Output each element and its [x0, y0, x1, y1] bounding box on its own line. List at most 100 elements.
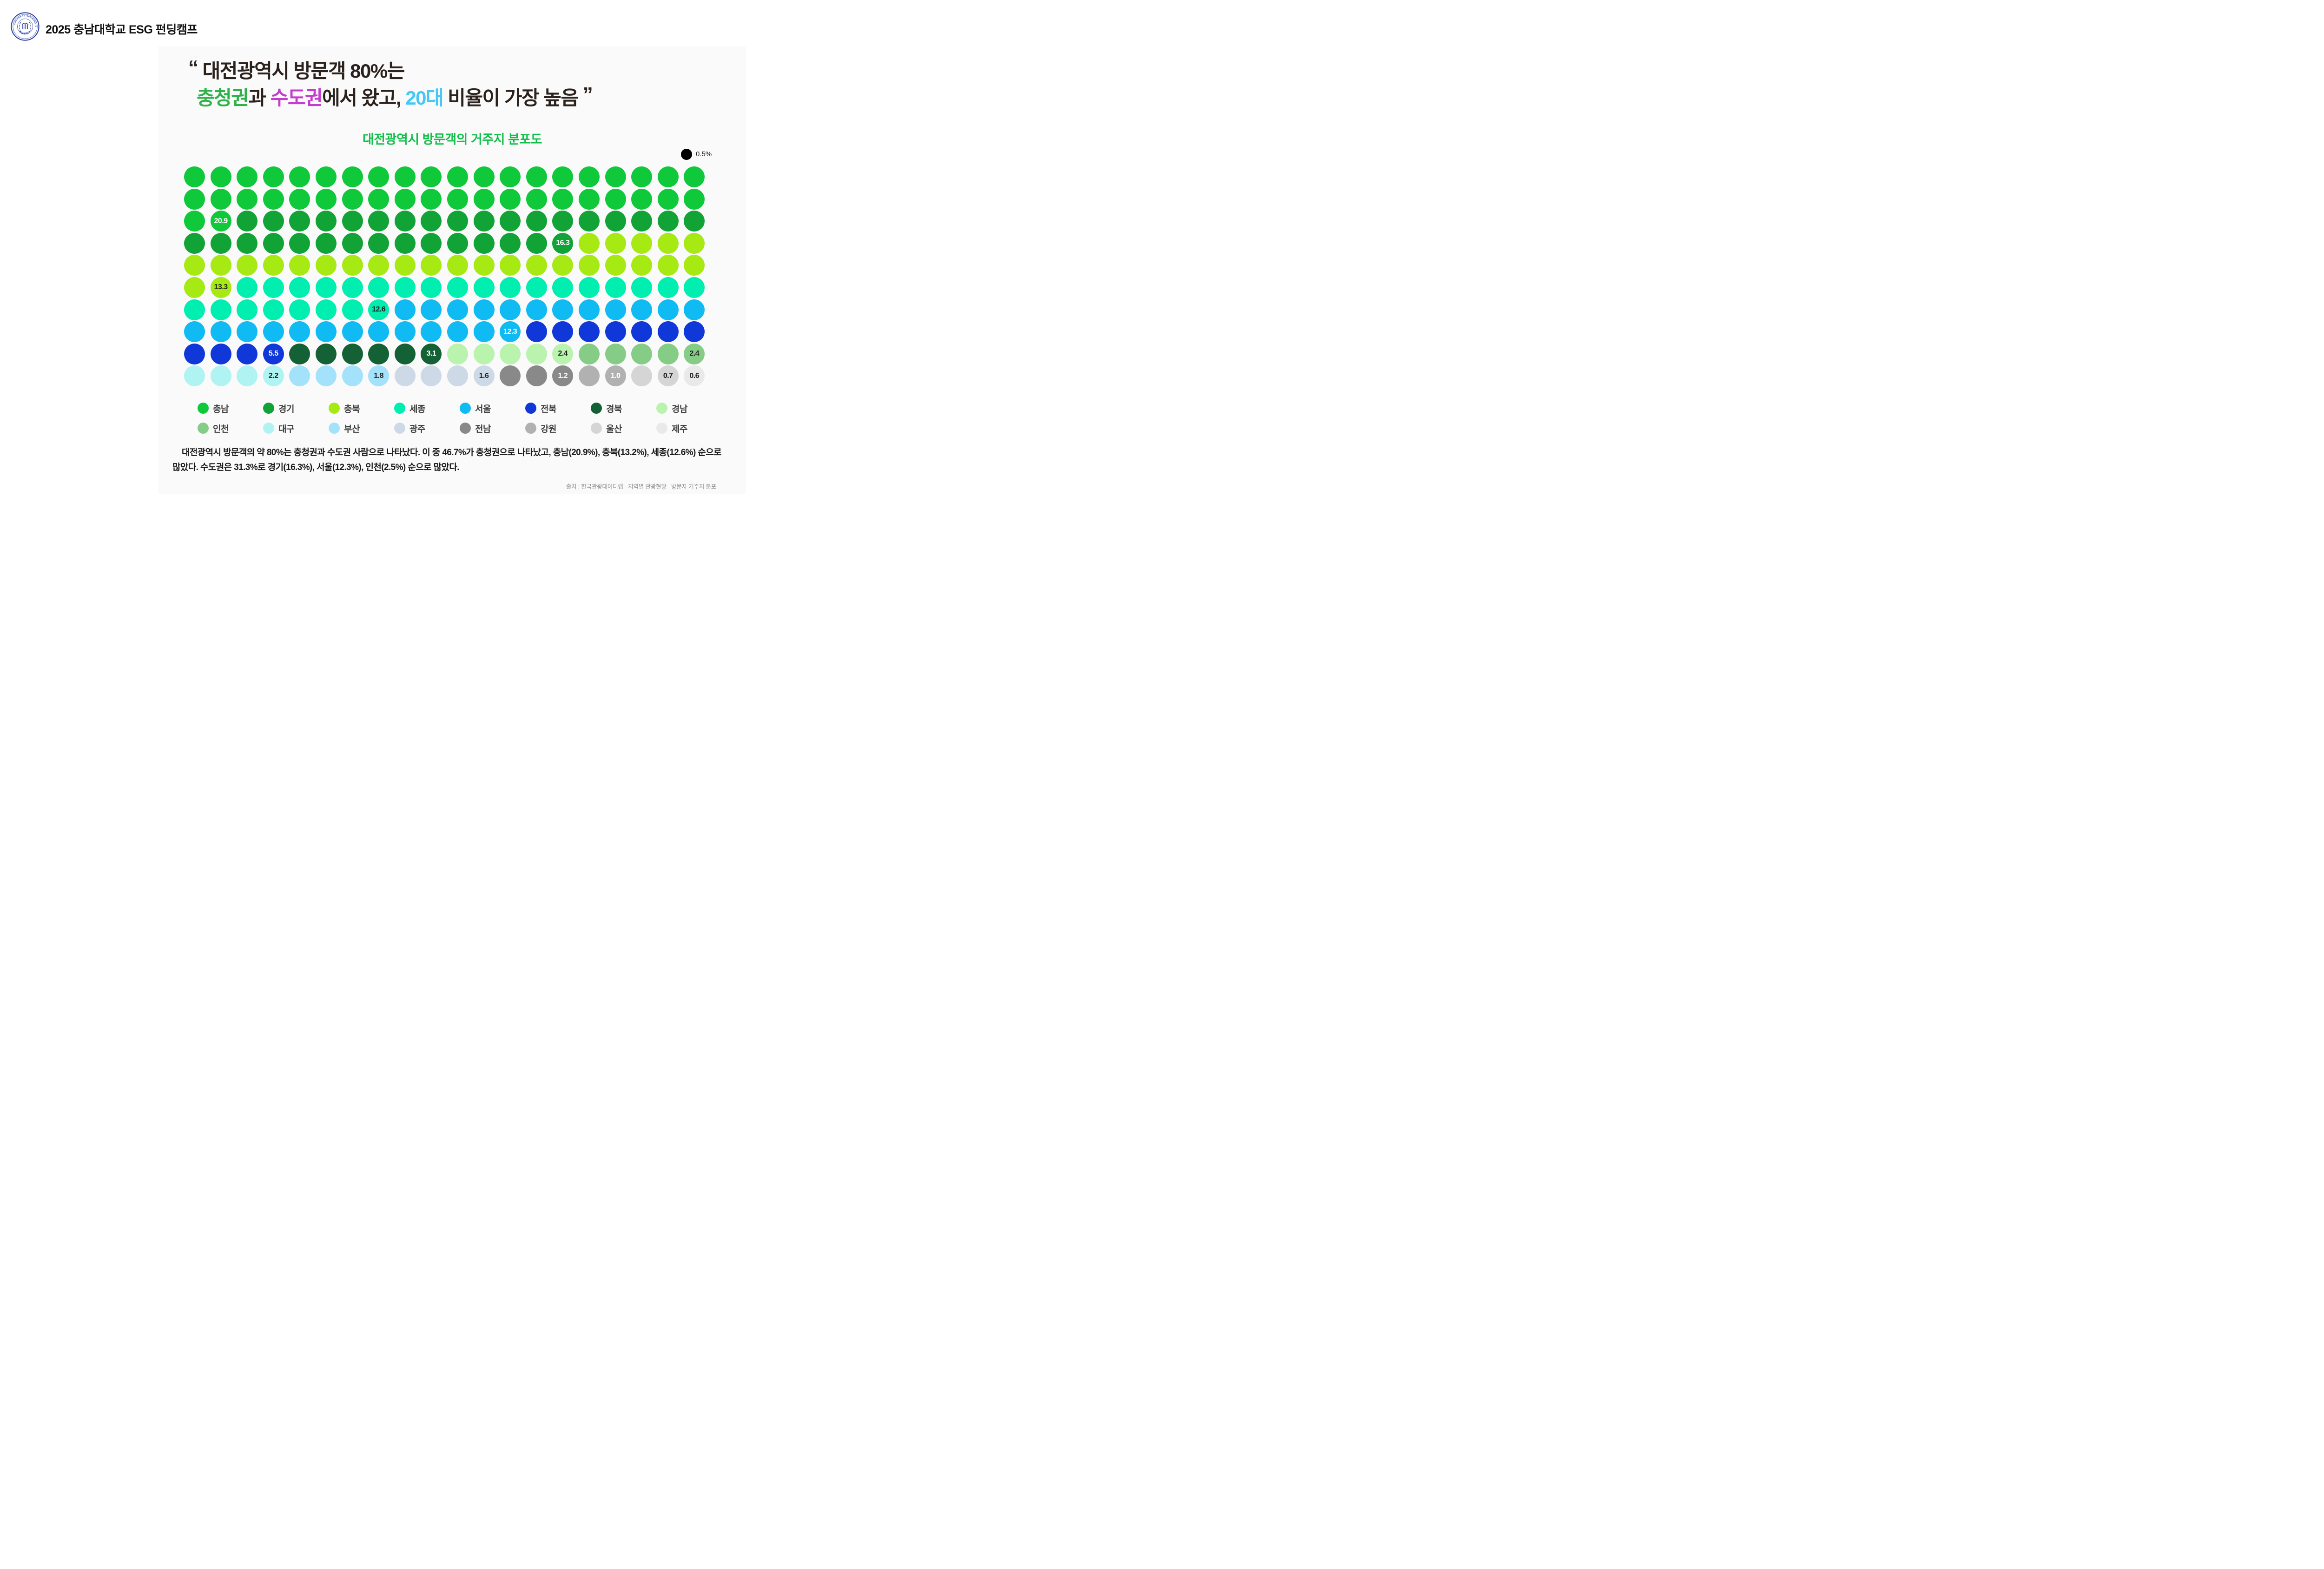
- legend-swatch-icon: [591, 423, 602, 434]
- waffle-dot-경기: [684, 211, 705, 232]
- waffle-dot-세종: [237, 299, 258, 320]
- waffle-dot-경기: [342, 232, 363, 254]
- legend-label: 대구: [278, 424, 294, 434]
- waffle-dot-전북: [578, 321, 600, 343]
- waffle-dot-충남: [210, 188, 231, 210]
- waffle-dot-충남: [210, 166, 231, 187]
- waffle-dot-인천: [578, 343, 600, 364]
- waffle-dot-세종: 12.6: [368, 299, 390, 320]
- waffle-dot-세종: [368, 277, 390, 298]
- waffle-dot-충북: [631, 255, 653, 276]
- legend-item-강원: 강원: [525, 423, 591, 434]
- waffle-dot-경기: [473, 211, 495, 232]
- waffle-dot-서울: [184, 321, 205, 343]
- infographic-card: “ 대전광역시 방문객 80%는 충청권과 수도권에서 왔고, 20대 비율이 …: [158, 46, 746, 494]
- waffle-dot-경기: [237, 232, 258, 254]
- waffle-dot-서울: [500, 299, 521, 320]
- waffle-dot-충남: [263, 188, 284, 210]
- waffle-dot-충남: [631, 188, 653, 210]
- waffle-dot-경남: [526, 343, 547, 364]
- headline-line2-segments: 충청권과 수도권에서 왔고, 20대 비율이 가장 높음: [197, 87, 579, 109]
- waffle-dot-충북: [684, 255, 705, 276]
- waffle-dot-전남: [526, 365, 547, 387]
- legend-item-충북: 충북: [329, 403, 394, 414]
- waffle-dot-충남: [368, 166, 390, 187]
- waffle-dot-경기: [368, 211, 390, 232]
- close-quote-mark: ”: [582, 83, 593, 106]
- waffle-dot-충북: [184, 277, 205, 298]
- waffle-dot-충남: [315, 188, 337, 210]
- waffle-dot-경기: [447, 232, 468, 254]
- page-title: 2025 충남대학교 ESG 펀딩캠프: [46, 23, 198, 36]
- waffle-dot-세종: [578, 277, 600, 298]
- waffle-dot-경기: [421, 211, 442, 232]
- legend-swatch-icon: [460, 403, 471, 414]
- waffle-dot-서울: [605, 299, 626, 320]
- legend-item-경기: 경기: [263, 403, 329, 414]
- waffle-dot-전북: [210, 343, 231, 364]
- legend-label: 인천: [213, 424, 229, 434]
- waffle-dot-경북: 3.1: [421, 343, 442, 364]
- headline-segment: 충청권: [197, 87, 249, 109]
- waffle-chart: 20.9 16.3 13.3 12.6 12.3 5.5 3.1 2.4 2.4 2.2 1.8 1.…: [184, 166, 705, 387]
- waffle-dot-충남: [421, 166, 442, 187]
- waffle-dot-충남: [368, 188, 390, 210]
- waffle-dot-충북: [605, 232, 626, 254]
- legend-swatch-icon: [656, 403, 667, 414]
- waffle-dot-서울: [657, 299, 679, 320]
- waffle-dot-서울: [473, 299, 495, 320]
- legend-swatch-icon: [525, 423, 536, 434]
- waffle-dot-세종: [552, 277, 574, 298]
- legend-item-제주: 제주: [656, 423, 722, 434]
- waffle-dot-충북: [394, 255, 416, 276]
- headline-line1-text: 대전광역시 방문객 80%는: [202, 60, 405, 82]
- waffle-dot-세종: [289, 299, 310, 320]
- waffle-dot-경기: [263, 211, 284, 232]
- legend-label: 광주: [409, 424, 425, 434]
- legend-swatch-icon: [525, 403, 536, 414]
- waffle-dot-경남: 2.4: [552, 343, 574, 364]
- waffle-dot-전북: [657, 321, 679, 343]
- waffle-dot-충남: [394, 188, 416, 210]
- open-quote-mark: “: [188, 56, 198, 79]
- legend-item-전남: 전남: [460, 423, 525, 434]
- waffle-dot-경북: [342, 343, 363, 364]
- unit-key-dot-icon: [681, 149, 692, 160]
- waffle-dot-세종: [447, 277, 468, 298]
- waffle-dot-인천: 2.4: [684, 343, 705, 364]
- headline-segment: 수도권: [270, 87, 323, 109]
- waffle-dot-인천: [631, 343, 653, 364]
- legend-swatch-icon: [394, 423, 405, 434]
- waffle-dot-충북: [473, 255, 495, 276]
- top-header: CHUNGNAM NATIONAL UNIVERSITY 충남대학교 2025 …: [0, 0, 892, 45]
- summary-paragraph: 대전광역시 방문객의 약 80%는 충청권과 수도권 사람으로 나타났다. 이 …: [172, 448, 722, 472]
- legend-label: 경남: [672, 404, 687, 414]
- waffle-dot-경기: [447, 211, 468, 232]
- waffle-dot-충남: [184, 188, 205, 210]
- waffle-dot-충북: [289, 255, 310, 276]
- waffle-dot-경남: [447, 343, 468, 364]
- waffle-dot-전북: [237, 343, 258, 364]
- waffle-dot-충남: [500, 166, 521, 187]
- waffle-dot-대구: [237, 365, 258, 387]
- source-citation: 출처 : 한국관광데이터랩 - 지역별 관광현황 - 방문자 거주지 분포: [566, 483, 716, 490]
- headline-segment: 과: [248, 87, 271, 109]
- waffle-dot-충북: [447, 255, 468, 276]
- waffle-dot-대구: [210, 365, 231, 387]
- legend-label: 세종: [409, 404, 425, 414]
- waffle-dot-서울: [263, 321, 284, 343]
- waffle-dot-경기: [263, 232, 284, 254]
- waffle-dot-세종: [263, 299, 284, 320]
- legend-item-충남: 충남: [198, 403, 263, 414]
- waffle-dot-충남: [631, 166, 653, 187]
- waffle-dot-세종: [657, 277, 679, 298]
- waffle-dot-서울: [447, 299, 468, 320]
- waffle-dot-대구: 2.2: [263, 365, 284, 387]
- waffle-dot-세종: [684, 277, 705, 298]
- waffle-dot-충남: [657, 166, 679, 187]
- waffle-dot-경기: [368, 232, 390, 254]
- waffle-dot-서울: [342, 321, 363, 343]
- waffle-dot-충북: [526, 255, 547, 276]
- waffle-dot-충북: [605, 255, 626, 276]
- waffle-dot-충북: [237, 255, 258, 276]
